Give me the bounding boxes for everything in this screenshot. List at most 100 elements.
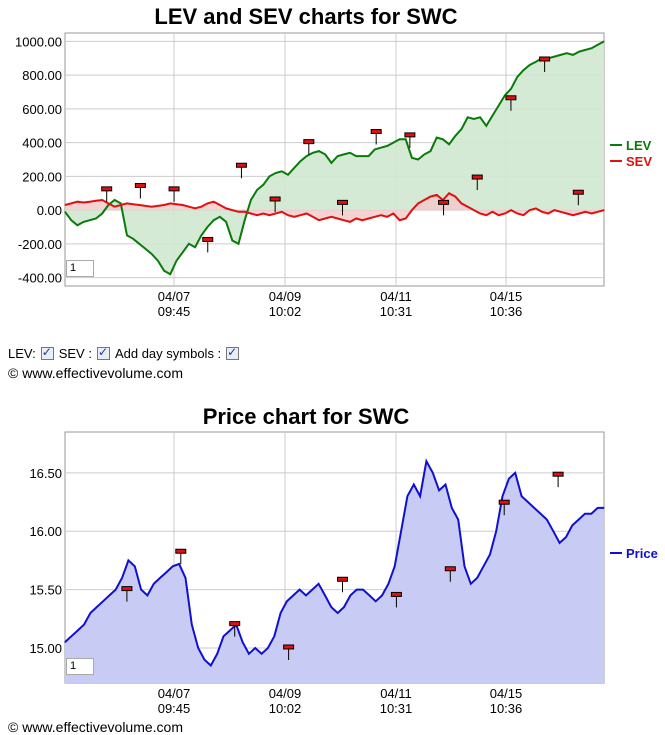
- data-point-sev: [293, 216, 295, 218]
- data-point-lev: [82, 221, 85, 223]
- data-point-price: [508, 478, 510, 480]
- data-point-lev: [293, 167, 295, 169]
- series-line-sev: [64, 191, 605, 223]
- data-point-price: [165, 571, 168, 573]
- data-point-price: [438, 489, 440, 491]
- data-point-price: [299, 589, 301, 591]
- data-point-price: [463, 565, 466, 567]
- data-point-lev: [163, 270, 165, 272]
- data-point-lev: [157, 260, 159, 262]
- day-marker: [121, 586, 133, 592]
- data-point-lev: [194, 246, 196, 248]
- data-point-lev: [250, 199, 252, 201]
- data-point-lev: [336, 155, 339, 157]
- data-point-sev: [126, 202, 128, 204]
- data-point-sev: [374, 216, 376, 218]
- series-line-lev: [64, 40, 605, 276]
- data-point-lev: [89, 219, 91, 221]
- data-point-price: [184, 577, 187, 579]
- data-point-price: [368, 594, 370, 597]
- series-line-price: [64, 458, 604, 668]
- data-point-price: [311, 589, 313, 591]
- series-area-price: [65, 461, 604, 683]
- data-point-sev: [200, 206, 202, 208]
- data-point-lev: [603, 40, 605, 43]
- x-tick-time-label: 10:36: [490, 701, 523, 716]
- data-point-price: [241, 641, 244, 643]
- data-point-sev: [275, 212, 277, 215]
- x-tick-time-label: 10:02: [269, 304, 302, 319]
- day-symbols-checkbox[interactable]: [226, 345, 240, 360]
- data-point-lev: [553, 56, 556, 58]
- data-point-price: [286, 600, 288, 602]
- data-point-sev: [578, 212, 580, 215]
- data-point-sev: [541, 211, 543, 213]
- data-point-lev: [429, 150, 432, 152]
- data-point-price: [121, 577, 123, 579]
- data-point-price: [495, 530, 497, 532]
- day-marker: [572, 189, 584, 195]
- x-tick-date-label: 04/11: [380, 289, 412, 304]
- data-point-lev: [132, 238, 134, 240]
- data-point-sev: [460, 202, 463, 204]
- data-point-sev: [182, 204, 184, 206]
- x-tick-time-label: 09:45: [158, 304, 191, 319]
- data-point-price: [559, 542, 561, 544]
- data-point-lev: [355, 155, 357, 157]
- data-point-sev: [411, 209, 413, 211]
- data-point-lev: [417, 158, 419, 161]
- data-point-sev: [107, 202, 109, 204]
- x-tick-date-label: 04/07: [158, 289, 191, 304]
- data-point-price: [64, 641, 66, 643]
- day-marker: [471, 174, 483, 180]
- data-point-price: [254, 647, 256, 649]
- data-point-lev: [405, 138, 407, 140]
- data-point-sev: [392, 212, 394, 215]
- data-point-sev: [70, 202, 72, 204]
- data-point-lev: [70, 219, 72, 221]
- data-point-price: [146, 594, 149, 597]
- data-point-lev: [529, 64, 531, 66]
- data-point-lev: [491, 115, 494, 117]
- lev-chart-zoom-input[interactable]: 1: [66, 260, 94, 277]
- data-point-lev: [126, 234, 128, 236]
- data-point-sev: [268, 214, 271, 216]
- data-point-sev: [566, 212, 568, 215]
- data-point-sev: [572, 214, 574, 216]
- data-point-sev: [175, 203, 178, 205]
- data-point-price: [381, 594, 383, 597]
- lev-checkbox[interactable]: [40, 345, 54, 360]
- data-point-sev: [584, 211, 587, 213]
- series-toggle-controls: LEV: SEV : Add day symbols :: [8, 345, 241, 361]
- day-marker: [390, 591, 402, 597]
- data-point-sev: [299, 214, 302, 216]
- data-point-sev: [479, 212, 481, 215]
- data-point-price: [102, 600, 104, 602]
- data-point-sev: [144, 205, 147, 207]
- data-point-sev: [82, 201, 85, 204]
- data-point-price: [229, 629, 231, 632]
- copyright-text: © www.effectivevolume.com: [8, 365, 184, 381]
- copyright-text-bottom: © www.effectivevolume.com: [8, 719, 184, 735]
- day-marker: [370, 129, 382, 135]
- sev-checkbox[interactable]: [96, 345, 110, 360]
- data-point-price: [533, 507, 535, 509]
- data-point-sev: [473, 209, 475, 211]
- data-point-price: [571, 524, 573, 526]
- data-point-sev: [113, 206, 116, 208]
- data-point-price: [127, 559, 130, 562]
- price-chart-zoom-input[interactable]: 1: [66, 658, 94, 675]
- data-point-price: [539, 513, 542, 515]
- data-point-lev: [175, 260, 178, 262]
- data-point-lev: [64, 211, 66, 213]
- data-point-sev: [318, 219, 320, 221]
- data-point-sev: [95, 200, 97, 202]
- data-point-lev: [454, 135, 456, 137]
- data-point-lev: [144, 248, 147, 250]
- data-point-price: [457, 518, 459, 521]
- data-point-lev: [113, 199, 116, 201]
- data-point-price: [400, 530, 402, 532]
- data-point-lev: [398, 138, 401, 140]
- data-point-price: [337, 612, 339, 614]
